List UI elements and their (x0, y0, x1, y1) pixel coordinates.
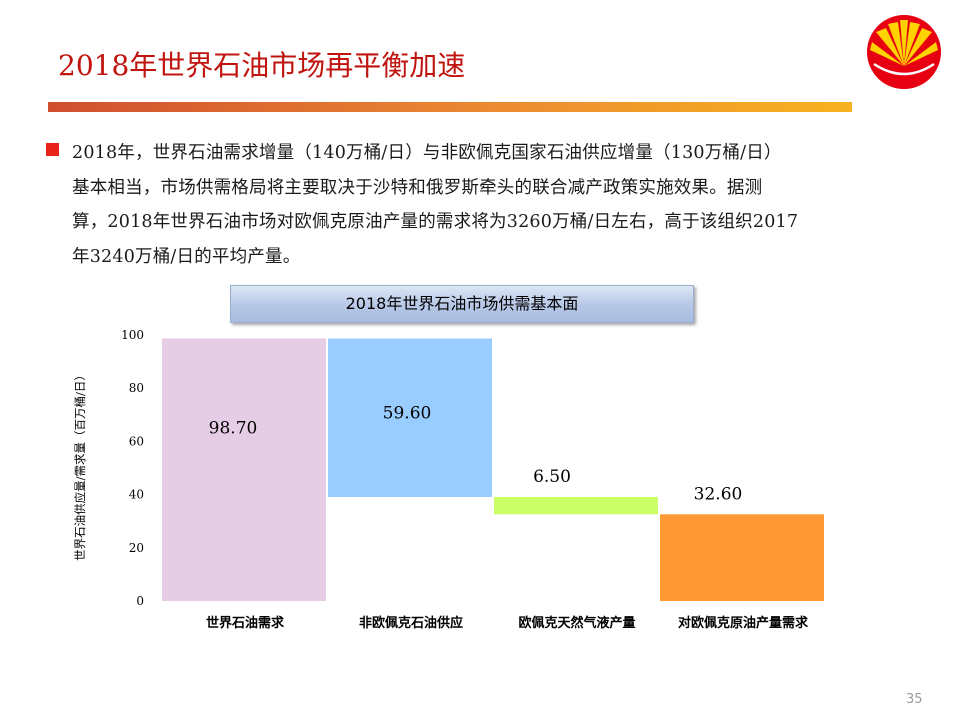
chart-title: 2018年世界石油市场供需基本面 (230, 285, 694, 323)
data-label: 6.50 (533, 467, 571, 487)
category-label: 世界石油需求 (206, 615, 285, 631)
body-paragraph: 2018年，世界石油需求增量（140万桶/日）与非欧佩克国家石油供应增量（130… (72, 136, 932, 274)
bar (660, 514, 824, 601)
paragraph-line: 基本相当，市场供需格局将主要取决于沙特和俄罗斯牵头的联合减产政策实施效果。据测 (72, 177, 763, 198)
paragraph-line: 算，2018年世界石油市场对欧佩克原油产量的需求将为3260万桶/日左右，高于该… (72, 212, 799, 232)
slide-title: 2018年世界石油市场再平衡加速 (58, 49, 466, 82)
bar (328, 338, 492, 497)
page-number: 35 (906, 692, 923, 707)
y-tick-label: 20 (129, 541, 144, 555)
data-label: 32.60 (694, 484, 743, 504)
category-label: 欧佩克天然气液产量 (518, 615, 635, 631)
category-label: 非欧佩克石油供应 (359, 615, 463, 631)
y-tick-label: 80 (129, 381, 144, 395)
data-label: 59.60 (383, 403, 432, 423)
title-underline (48, 102, 852, 112)
paragraph-line: 年3240万桶/日的平均产量。 (72, 246, 301, 267)
paragraph-line: 2018年，世界石油需求增量（140万桶/日）与非欧佩克国家石油供应增量（130… (72, 143, 782, 163)
company-logo (867, 15, 941, 89)
bar (494, 496, 658, 515)
category-label: 对欧佩克原油产量需求 (678, 615, 809, 631)
y-tick-label: 100 (121, 328, 144, 342)
y-tick-label: 40 (129, 488, 144, 502)
bar (162, 338, 326, 601)
bullet-marker (46, 143, 59, 156)
y-tick-label: 0 (136, 594, 144, 608)
y-tick-label: 60 (129, 434, 144, 448)
data-label: 98.70 (209, 418, 258, 438)
